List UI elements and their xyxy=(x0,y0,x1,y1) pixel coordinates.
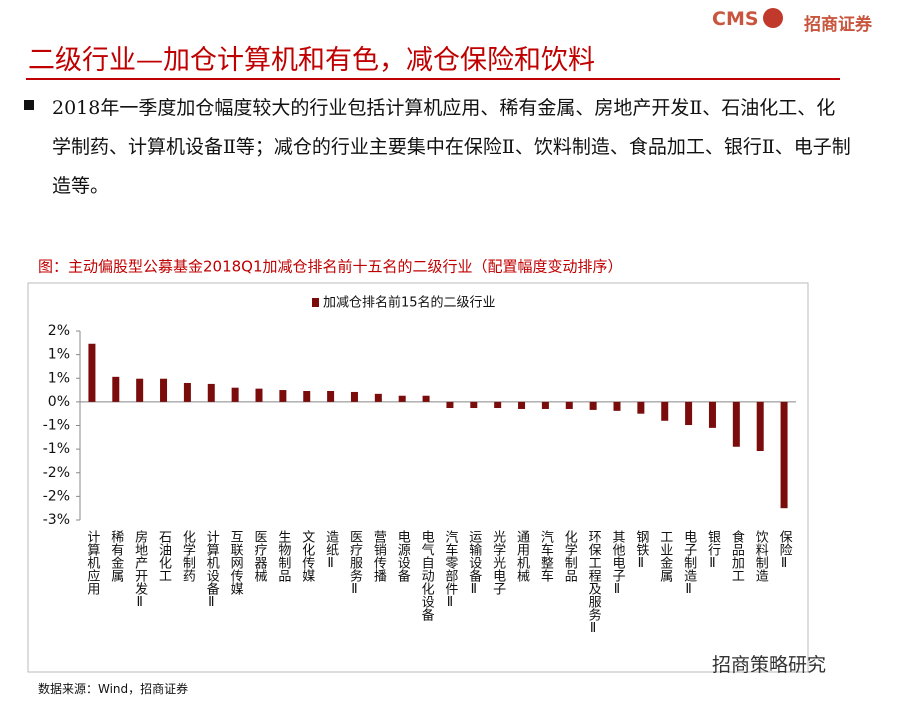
x-tick-label: 电源设备 xyxy=(395,530,411,583)
x-tick-label: 汽车零部件Ⅱ xyxy=(442,530,458,610)
bar xyxy=(589,401,597,410)
x-tick-label: 电气自动化设备 xyxy=(419,530,435,622)
bar xyxy=(613,401,621,411)
x-tick-label: 互联网传媒 xyxy=(228,530,244,595)
x-tick-label: 医疗服务Ⅱ xyxy=(347,530,363,597)
x-tick-label: 化学制药 xyxy=(180,530,196,582)
bar xyxy=(661,401,669,421)
y-tick-label: -3% xyxy=(43,512,70,528)
title-rule xyxy=(26,78,840,80)
bar xyxy=(398,395,406,402)
bullet-marker xyxy=(24,100,34,110)
x-tick-label: 食品加工 xyxy=(729,529,745,582)
logo-icon xyxy=(762,8,783,28)
x-tick-label: 饮料制造 xyxy=(753,530,769,583)
bar xyxy=(327,391,335,402)
x-tick-label: 造纸Ⅱ xyxy=(323,530,339,571)
source-note: 数据来源：Wind，招商证券 xyxy=(38,682,189,696)
bar xyxy=(541,401,549,409)
y-tick-label: 0% xyxy=(48,394,70,410)
bar xyxy=(494,401,502,409)
bar xyxy=(112,376,120,402)
x-tick-label: 营销传播 xyxy=(371,530,387,582)
bar xyxy=(136,378,144,402)
bar xyxy=(446,401,454,409)
brand: 招商证券 xyxy=(804,15,872,35)
x-tick-label: 房地产开发Ⅱ xyxy=(132,529,148,610)
bar xyxy=(350,391,358,402)
x-tick-label: 运输设备Ⅱ xyxy=(466,530,482,597)
x-tick-label: 稀有金属 xyxy=(108,530,124,583)
bar xyxy=(470,401,478,409)
legend-swatch xyxy=(312,298,319,307)
bar xyxy=(207,383,215,402)
bullet-text: 2018年一季度加仓幅度较大的行业包括计算机应用、稀有金属、房地产开发Ⅱ、石油化… xyxy=(52,97,851,197)
bar xyxy=(685,401,693,426)
bar xyxy=(160,378,168,402)
x-tick-label: 计算机应用 xyxy=(84,530,100,596)
logo-text: CMS xyxy=(712,8,759,30)
bar xyxy=(183,382,191,402)
y-tick-label: -2% xyxy=(43,465,70,481)
x-tick-label: 光学光电子 xyxy=(490,530,506,595)
x-tick-label: 环保工程及服务Ⅱ xyxy=(586,530,602,636)
x-tick-label: 石油化工 xyxy=(156,530,172,582)
x-tick-label: 化学制品 xyxy=(562,530,578,582)
y-tick-label: -2% xyxy=(43,488,70,504)
y-tick-label: -1% xyxy=(43,441,70,457)
x-tick-label: 电子制造Ⅱ xyxy=(681,530,697,597)
y-tick-label: -1% xyxy=(43,418,70,434)
bar xyxy=(708,401,716,428)
x-tick-label: 钢铁Ⅱ xyxy=(633,530,649,571)
bar xyxy=(637,401,645,414)
bar xyxy=(422,395,430,402)
bar xyxy=(279,390,287,402)
logo: CMS xyxy=(712,8,787,30)
x-tick-label: 汽车整车 xyxy=(538,530,554,582)
x-tick-label: 其他电子Ⅱ xyxy=(610,530,626,597)
bar xyxy=(732,401,740,447)
y-tick-label: 2% xyxy=(48,323,70,339)
y-tick-label: 1% xyxy=(48,370,70,386)
bar xyxy=(303,391,311,402)
x-tick-label: 通用机械 xyxy=(514,530,530,582)
x-tick-label: 计算机设备Ⅱ xyxy=(204,530,220,610)
x-tick-label: 保险Ⅱ xyxy=(777,530,793,571)
bar xyxy=(518,401,526,409)
bar xyxy=(255,388,263,402)
bar xyxy=(231,387,239,402)
chart-title: 图：主动偏股型公募基金2018Q1加减仓排名前十五名的二级行业（配置幅度变动排序… xyxy=(38,258,623,276)
bar xyxy=(88,343,96,402)
bar xyxy=(780,401,788,509)
watermark: 招商策略研究 xyxy=(712,654,827,676)
bar xyxy=(756,401,764,452)
bar xyxy=(374,393,382,402)
chart-frame xyxy=(27,282,809,673)
x-tick-label: 文化传媒 xyxy=(299,530,315,582)
x-tick-label: 工业金属 xyxy=(657,530,673,583)
x-tick-label: 银行Ⅱ xyxy=(705,530,721,571)
bar xyxy=(565,401,573,409)
y-tick-label: 1% xyxy=(48,347,70,363)
x-tick-label: 医疗器械 xyxy=(252,530,268,582)
legend-label: 加减仓排名前15名的二级行业 xyxy=(323,295,496,311)
x-tick-label: 生物制品 xyxy=(275,530,291,582)
slide-title: 二级行业—加仓计算机和有色，减仓保险和饮料 xyxy=(28,45,595,76)
